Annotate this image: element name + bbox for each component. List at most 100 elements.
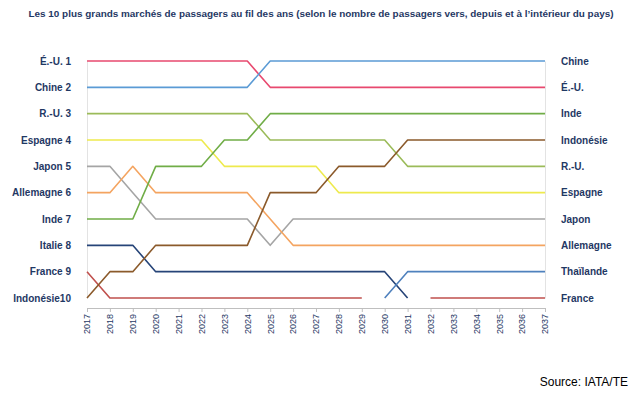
tick-label: Inde 7 [42, 214, 71, 225]
tick: Thaïlande [545, 266, 608, 277]
tick-mark [408, 308, 409, 312]
tick-mark [133, 308, 134, 312]
tick-label: 2020 [151, 314, 161, 334]
y-axis: É.-U. 1 Chine 2 R.-U. 3 Espagne 4 Japon 5 All… [12, 55, 87, 304]
tick: 2024 [243, 308, 253, 334]
background [0, 0, 642, 399]
tick: Japon 5 [33, 161, 87, 172]
tick: 2026 [288, 308, 298, 334]
tick-mark [179, 308, 180, 312]
tick-label: 2023 [220, 314, 230, 334]
series-line [87, 61, 545, 87]
tick: 2018 [105, 308, 115, 334]
tick: Indonésie10 [13, 293, 87, 304]
tick: 2033 [449, 308, 459, 334]
tick: 2023 [220, 308, 230, 334]
series-line [87, 114, 545, 219]
x-axis: 2017 2018 2019 2020 2021 2022 2023 2024 2025 2026… [82, 308, 550, 334]
tick-label: 2027 [311, 314, 321, 334]
axis-line [545, 62, 546, 299]
tick-label: 2026 [288, 314, 298, 334]
tick-label: 2028 [334, 314, 344, 334]
tick-mark [202, 308, 203, 312]
tick-label: 2018 [105, 314, 115, 334]
tick: Espagne 4 [21, 135, 87, 146]
tick: 2032 [426, 308, 436, 334]
tick-mark [522, 308, 523, 312]
tick-mark [110, 308, 111, 312]
tick-label: 2034 [472, 314, 482, 334]
tick-label: Espagne 4 [21, 135, 71, 146]
tick-mark [453, 308, 454, 312]
tick: Japon [545, 214, 590, 225]
tick-mark [247, 308, 248, 312]
series-line [87, 272, 545, 298]
tick-label: 2025 [266, 314, 276, 334]
tick-label: Inde [561, 108, 582, 119]
tick: 2031 [403, 308, 413, 334]
tick: 2034 [472, 308, 482, 334]
tick: R.-U. [545, 161, 585, 172]
tick-mark [385, 308, 386, 312]
y2-axis: Chine É.-U. Inde Indonésie R.-U. Espagne Japon… [545, 56, 612, 304]
tick-label: 2032 [426, 314, 436, 334]
tick: 2017 [82, 308, 92, 334]
tick: 2022 [197, 308, 207, 334]
tick-label: R.-U. 3 [39, 108, 71, 119]
series-line [87, 61, 545, 87]
tick-label: 2035 [495, 314, 505, 334]
series-line [87, 166, 545, 245]
axis-line [88, 309, 546, 313]
tick-label: Allemagne 6 [12, 187, 71, 198]
plot-area [87, 61, 545, 298]
axis-line [87, 62, 88, 299]
tick-label: Japon [561, 214, 590, 225]
tick-label: Espagne [561, 187, 603, 198]
tick-label: 2033 [449, 314, 459, 334]
tick-mark [545, 308, 546, 312]
tick-label: 2030 [380, 314, 390, 334]
tick-label: Italie 8 [40, 240, 72, 251]
title: Les 10 plus grands marchés de passagers … [29, 9, 614, 19]
series-line [385, 272, 545, 298]
tick-mark [476, 308, 477, 312]
tick: Inde [545, 108, 582, 119]
tick: Espagne [545, 187, 603, 198]
tick-label: 2019 [128, 314, 138, 334]
tick-label: Allemagne [561, 240, 612, 251]
tick: 2037 [540, 308, 550, 334]
tick: France 9 [30, 266, 87, 277]
tick-label: France 9 [30, 266, 72, 277]
tick: Inde 7 [42, 214, 87, 225]
tick-label: Japon 5 [33, 161, 71, 172]
tick: 2021 [174, 308, 184, 334]
tick: 2036 [517, 308, 527, 334]
tick-mark [293, 308, 294, 312]
tick: Chine 2 [35, 82, 87, 93]
tick: É.-U. 1 [40, 55, 87, 67]
tick-label: É.-U. 1 [40, 55, 72, 67]
series-line [87, 245, 408, 298]
tick-label: Indonésie10 [13, 293, 71, 304]
series-line [87, 140, 545, 298]
tick-label: 2024 [243, 314, 253, 334]
tick-mark [270, 308, 271, 312]
tick-mark [431, 308, 432, 312]
tick-label: 2029 [357, 314, 367, 334]
tick-label: É.-U. [561, 81, 584, 93]
tick-mark [87, 308, 88, 312]
tick-label: Indonésie [561, 135, 608, 146]
tick-label: Chine [561, 56, 589, 67]
tick: 2020 [151, 308, 161, 334]
tick: 2027 [311, 308, 321, 334]
tick-label: 2017 [82, 314, 92, 334]
tick: 2025 [266, 308, 276, 334]
tick-label: Thaïlande [561, 266, 608, 277]
tick: 2028 [334, 308, 344, 334]
tick-label: R.-U. [561, 161, 585, 172]
tick-label: 2037 [540, 314, 550, 334]
tick: Indonésie [545, 135, 608, 146]
tick-mark [224, 308, 225, 312]
tick: 2029 [357, 308, 367, 334]
tick: 2019 [128, 308, 138, 334]
